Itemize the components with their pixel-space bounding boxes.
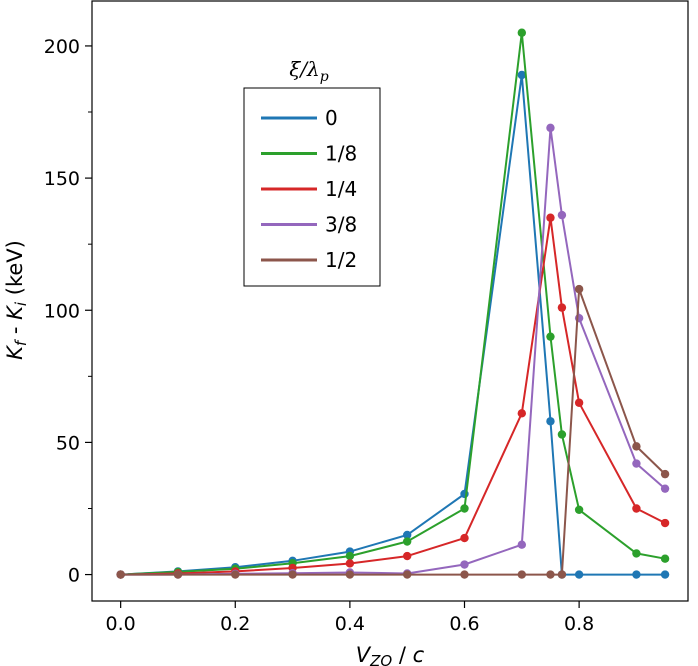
data-point [557,210,567,220]
x-tick-label: 0.4 [335,613,365,635]
data-point [288,570,297,579]
data-point [557,570,567,579]
series-1-2 [116,284,670,579]
legend-title: ξ/λp [289,57,328,85]
series-layer [116,28,670,579]
data-point [546,213,555,222]
data-point [660,469,670,479]
x-tick-label: 0.6 [449,613,479,635]
data-point [660,518,670,528]
data-point [402,570,412,579]
data-point [116,570,125,579]
series-0 [116,70,670,579]
legend-entry-label: 1/4 [325,177,357,201]
data-point [460,504,469,513]
data-point [546,332,555,341]
data-point [660,570,670,579]
y-axis-label: Kf - Ki (keV) [3,240,30,360]
data-point [517,570,527,579]
legend-entry-label: 3/8 [325,213,357,237]
data-point [574,570,584,579]
legend-entry-label: 1/2 [325,248,357,272]
series-line [120,216,666,576]
data-point [517,540,527,549]
data-point [557,430,567,439]
data-point [546,570,555,579]
y-tick-label: 200 [44,36,80,58]
data-point [345,559,355,568]
data-point [345,570,355,579]
svg-text:VZO / c: VZO / c [356,643,425,666]
y-tick-label: 100 [44,300,80,322]
x-axis-label: VZO / c [356,643,425,666]
data-point [460,570,469,579]
data-point [574,284,584,294]
data-point [632,442,641,451]
data-point [402,551,412,561]
ticks-layer: 0.0 0.2 0.4 0.6 0.8 0 50 100 150 200 [44,36,594,635]
data-point [660,484,670,493]
series-line [120,126,666,576]
data-point [231,570,240,579]
data-point [546,417,555,426]
data-point [517,409,527,418]
y-tick-label: 150 [44,168,80,190]
data-point [632,570,641,579]
series-1-4 [116,213,670,579]
plot-frame [91,0,689,602]
data-point [557,303,567,312]
data-point [546,123,555,133]
x-tick-label: 0.8 [564,613,594,635]
data-point [517,28,527,37]
data-point [517,70,527,80]
data-point [345,551,355,561]
data-point [460,533,469,543]
y-tick-label: 0 [68,565,80,587]
legend-frame [243,87,381,287]
data-point [574,505,584,515]
series-1-8 [116,28,670,579]
series-3-8 [116,123,670,579]
legend: ξ/λp 0 1/8 1/4 3/8 1/2 [243,57,381,287]
data-point [632,459,641,468]
svg-text:Kf - Ki (keV): Kf - Ki (keV) [3,240,30,360]
data-point [402,530,412,540]
data-point [173,570,183,579]
data-point [632,549,641,558]
y-tick-label: 50 [56,432,80,454]
data-point [574,398,584,407]
series-line [120,74,666,576]
x-tick-label: 0.0 [106,613,136,635]
data-point [632,504,641,513]
legend-entry-label: 1/8 [325,142,357,166]
data-point [402,537,412,546]
legend-entry-label: 0 [325,106,338,130]
x-tick-label: 0.2 [220,613,250,635]
data-point [660,554,670,563]
legend-items: 0 1/8 1/4 3/8 1/2 [261,106,357,272]
data-point [460,560,469,569]
